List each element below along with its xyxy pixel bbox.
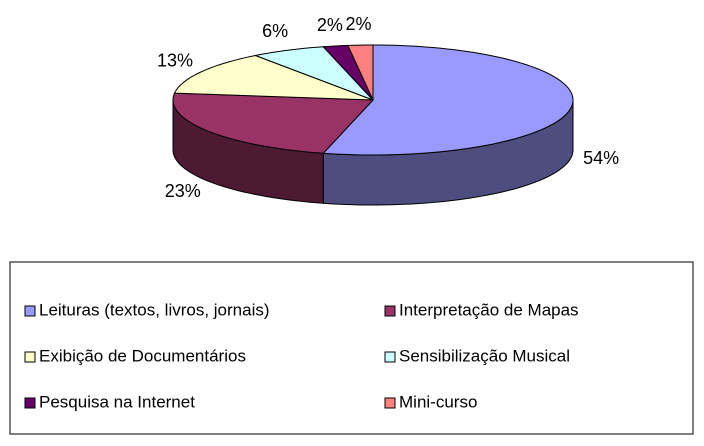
- legend-swatch: [24, 351, 36, 363]
- legend-label: Exibição de Documentários: [39, 346, 246, 365]
- legend-swatch: [24, 305, 36, 317]
- legend-box: [9, 261, 694, 435]
- data-label: 2%: [346, 14, 372, 34]
- pie-slice: [172, 92, 375, 154]
- data-label: 6%: [262, 21, 288, 41]
- legend-swatch: [384, 305, 396, 317]
- data-label: 23%: [165, 181, 201, 201]
- data-label: 54%: [583, 148, 619, 168]
- legend-swatch: [384, 397, 396, 409]
- pie-slice: [173, 54, 374, 101]
- data-label: 2%: [317, 15, 343, 35]
- legend-swatch: [24, 397, 36, 409]
- data-label: 13%: [157, 51, 193, 71]
- legend-label: Interpretação de Mapas: [399, 300, 579, 319]
- legend-label: Pesquisa na Internet: [39, 392, 195, 411]
- pie-slice: [253, 46, 374, 101]
- pie-slice: [347, 44, 374, 101]
- legend-label: Sensibilização Musical: [399, 346, 570, 365]
- legend-swatch: [384, 351, 396, 363]
- legend-label: Mini-curso: [399, 392, 477, 411]
- legend-label: Leituras (textos, livros, jornais): [39, 300, 270, 319]
- pie-slice: [322, 44, 574, 156]
